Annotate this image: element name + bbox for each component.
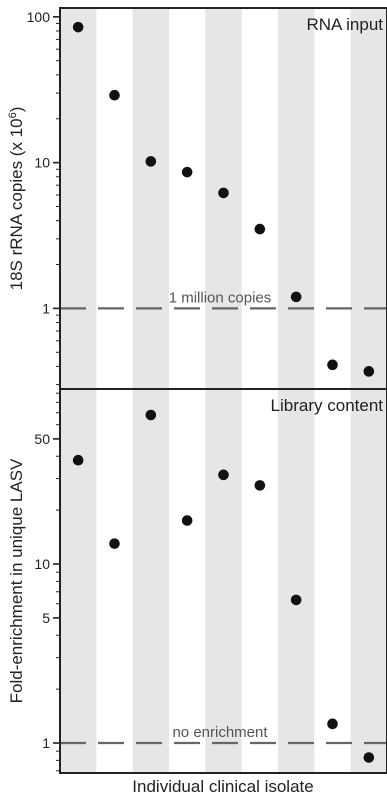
column-stripe: [132, 389, 169, 773]
data-point: [218, 187, 229, 199]
data-point: [254, 480, 266, 491]
panel-label: RNA input: [306, 15, 383, 34]
column-stripe: [60, 389, 97, 773]
data-point: [181, 166, 193, 178]
column-stripe: [278, 389, 315, 773]
y-tick-label: 5: [42, 610, 50, 626]
column-stripe: [60, 8, 97, 389]
data-point: [145, 409, 157, 421]
data-point: [218, 469, 229, 481]
data-point: [72, 21, 84, 33]
data-point: [327, 718, 338, 730]
chart-labels: 1 million copies RNA input 18S rRNA copies…: [7, 15, 383, 741]
y-tick-label: 1: [42, 735, 50, 751]
data-point: [109, 538, 120, 549]
column-stripes: [60, 8, 387, 773]
data-point: [254, 223, 266, 235]
data-point: [181, 515, 193, 526]
data-point: [145, 156, 157, 167]
x-axis-label: Individual clinical isolate: [132, 777, 313, 796]
y-tick-label: 100: [27, 9, 51, 25]
column-stripe: [205, 8, 242, 389]
y-tick-label: 1: [42, 300, 50, 316]
column-stripe: [278, 8, 315, 389]
y-tick-label: 10: [34, 556, 50, 572]
reference-line-label: 1 million copies: [169, 289, 272, 306]
y-axis-label: 18S rRNA copies (x 106): [7, 107, 26, 291]
y-ticks: 100 10 1 50 10 5 1: [27, 9, 60, 772]
data-point: [327, 359, 338, 371]
column-stripe: [350, 8, 387, 389]
column-stripe: [205, 389, 242, 773]
panel-label: Library content: [271, 396, 384, 415]
data-point: [290, 291, 302, 303]
column-stripe: [350, 389, 387, 773]
data-point: [363, 366, 375, 377]
column-stripe: [132, 8, 169, 389]
y-axis-label: Fold-enrichment in unique LASV: [7, 458, 26, 703]
data-points: [72, 21, 375, 763]
y-tick-label: 50: [34, 431, 50, 447]
data-point: [290, 594, 302, 606]
data-point: [109, 89, 120, 101]
y-tick-label: 10: [34, 155, 50, 171]
reference-line-label: no enrichment: [172, 724, 268, 741]
reference-lines: [60, 307, 387, 745]
data-point: [363, 752, 375, 763]
data-point: [72, 454, 84, 466]
